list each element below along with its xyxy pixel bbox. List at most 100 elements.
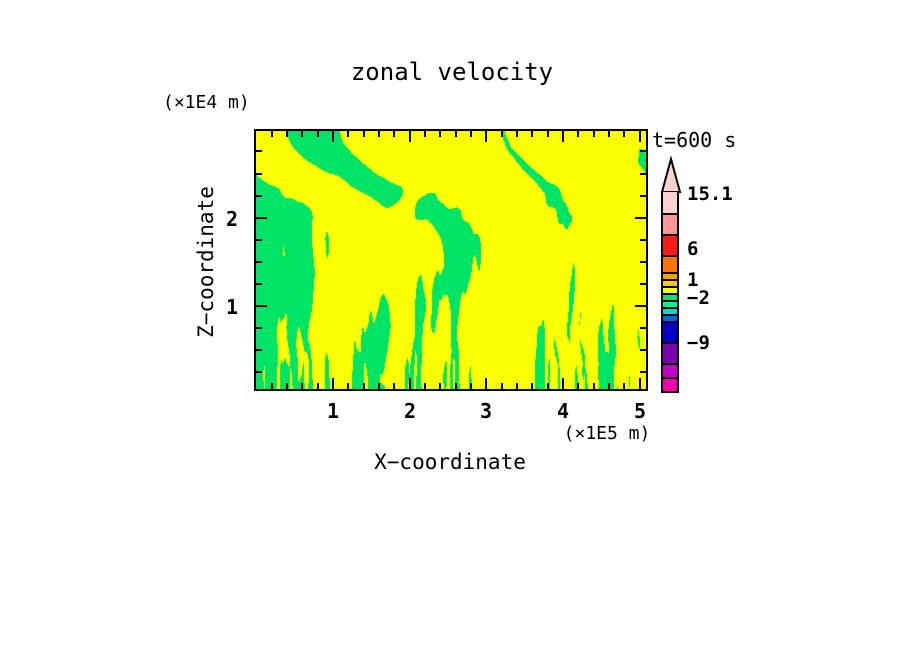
y-minor-tick xyxy=(640,349,646,351)
y-minor-tick xyxy=(640,371,646,373)
x-major-tick xyxy=(409,378,411,389)
x-axis-unit-label: (×1E5 m) xyxy=(563,423,651,444)
colorbar-segment xyxy=(663,363,677,377)
x-minor-tick xyxy=(501,131,503,137)
x-minor-tick xyxy=(516,131,518,137)
x-tick-label: 4 xyxy=(556,399,570,423)
y-minor-tick xyxy=(256,283,262,285)
time-annotation: t=600 s xyxy=(652,128,737,152)
x-major-tick xyxy=(562,378,564,389)
y-minor-tick xyxy=(256,239,262,241)
y-minor-tick xyxy=(640,261,646,263)
y-tick-label: 1 xyxy=(225,295,238,319)
colorbar-segment xyxy=(663,321,677,342)
x-minor-tick xyxy=(393,383,395,389)
x-minor-tick xyxy=(577,383,579,389)
x-major-tick xyxy=(562,131,564,142)
colorbar-label: −2 xyxy=(687,287,710,309)
x-tick-label: 1 xyxy=(326,399,340,423)
x-minor-tick xyxy=(424,383,426,389)
x-minor-tick xyxy=(608,383,610,389)
colorbar-segment xyxy=(663,213,677,234)
x-minor-tick xyxy=(363,131,365,137)
x-axis-label: X−coordinate xyxy=(374,450,526,474)
x-major-tick xyxy=(639,378,641,389)
y-axis-label: Z−coordinate xyxy=(194,186,218,338)
y-axis-unit-label: (×1E4 m) xyxy=(163,92,250,113)
y-minor-tick xyxy=(256,173,262,175)
x-major-tick xyxy=(332,131,334,142)
x-minor-tick xyxy=(378,383,380,389)
y-major-tick xyxy=(256,217,267,219)
colorbar-segment xyxy=(663,342,677,363)
x-tick-label: 2 xyxy=(403,399,417,423)
x-major-tick xyxy=(485,378,487,389)
y-minor-tick xyxy=(256,327,262,329)
y-minor-tick xyxy=(256,349,262,351)
y-tick-label: 2 xyxy=(225,207,238,231)
plot-title: zonal velocity xyxy=(350,58,554,86)
colorbar-segment xyxy=(663,192,677,213)
x-minor-tick xyxy=(470,131,472,137)
x-minor-tick xyxy=(577,131,579,137)
colorbar-label: 15.1 xyxy=(687,183,733,205)
y-minor-tick xyxy=(640,173,646,175)
colorbar-segment xyxy=(663,286,677,293)
x-minor-tick xyxy=(593,383,595,389)
x-minor-tick xyxy=(547,383,549,389)
colorbar-segment xyxy=(663,255,677,272)
y-major-tick xyxy=(635,305,646,307)
colorbar-segment xyxy=(663,314,677,321)
y-minor-tick xyxy=(256,195,262,197)
colorbar-segment xyxy=(663,293,677,300)
x-tick-label: 3 xyxy=(479,399,493,423)
colorbar-label: 1 xyxy=(687,269,699,291)
x-minor-tick xyxy=(608,131,610,137)
x-minor-tick xyxy=(501,383,503,389)
y-minor-tick xyxy=(640,150,646,152)
x-minor-tick xyxy=(393,131,395,137)
x-minor-tick xyxy=(531,131,533,137)
colorbar-segment xyxy=(663,272,677,279)
colorbar-segment xyxy=(663,377,677,391)
y-minor-tick xyxy=(256,371,262,373)
x-minor-tick xyxy=(363,383,365,389)
x-minor-tick xyxy=(347,383,349,389)
x-minor-tick xyxy=(623,131,625,137)
y-minor-tick xyxy=(640,195,646,197)
x-minor-tick xyxy=(439,383,441,389)
y-minor-tick xyxy=(640,239,646,241)
x-minor-tick xyxy=(424,131,426,137)
y-minor-tick xyxy=(640,283,646,285)
colorbar-segment xyxy=(663,300,677,307)
x-minor-tick xyxy=(455,131,457,137)
colorbar xyxy=(661,192,679,393)
x-minor-tick xyxy=(531,383,533,389)
x-minor-tick xyxy=(593,131,595,137)
x-major-tick xyxy=(485,131,487,142)
x-minor-tick xyxy=(347,131,349,137)
x-minor-tick xyxy=(378,131,380,137)
x-minor-tick xyxy=(301,383,303,389)
x-major-tick xyxy=(409,131,411,142)
contour-field xyxy=(256,131,646,389)
x-minor-tick xyxy=(455,383,457,389)
x-minor-tick xyxy=(547,131,549,137)
x-minor-tick xyxy=(623,383,625,389)
y-minor-tick xyxy=(256,150,262,152)
colorbar-label: −9 xyxy=(687,332,710,354)
colorbar-label: 6 xyxy=(687,238,699,260)
x-major-tick xyxy=(639,131,641,142)
colorbar-segment xyxy=(663,307,677,314)
x-minor-tick xyxy=(271,131,273,137)
x-minor-tick xyxy=(470,383,472,389)
x-minor-tick xyxy=(317,131,319,137)
x-minor-tick xyxy=(516,383,518,389)
y-minor-tick xyxy=(640,327,646,329)
x-major-tick xyxy=(332,378,334,389)
x-minor-tick xyxy=(317,383,319,389)
x-minor-tick xyxy=(286,131,288,137)
colorbar-segment xyxy=(663,279,677,286)
colorbar-segment xyxy=(663,234,677,255)
